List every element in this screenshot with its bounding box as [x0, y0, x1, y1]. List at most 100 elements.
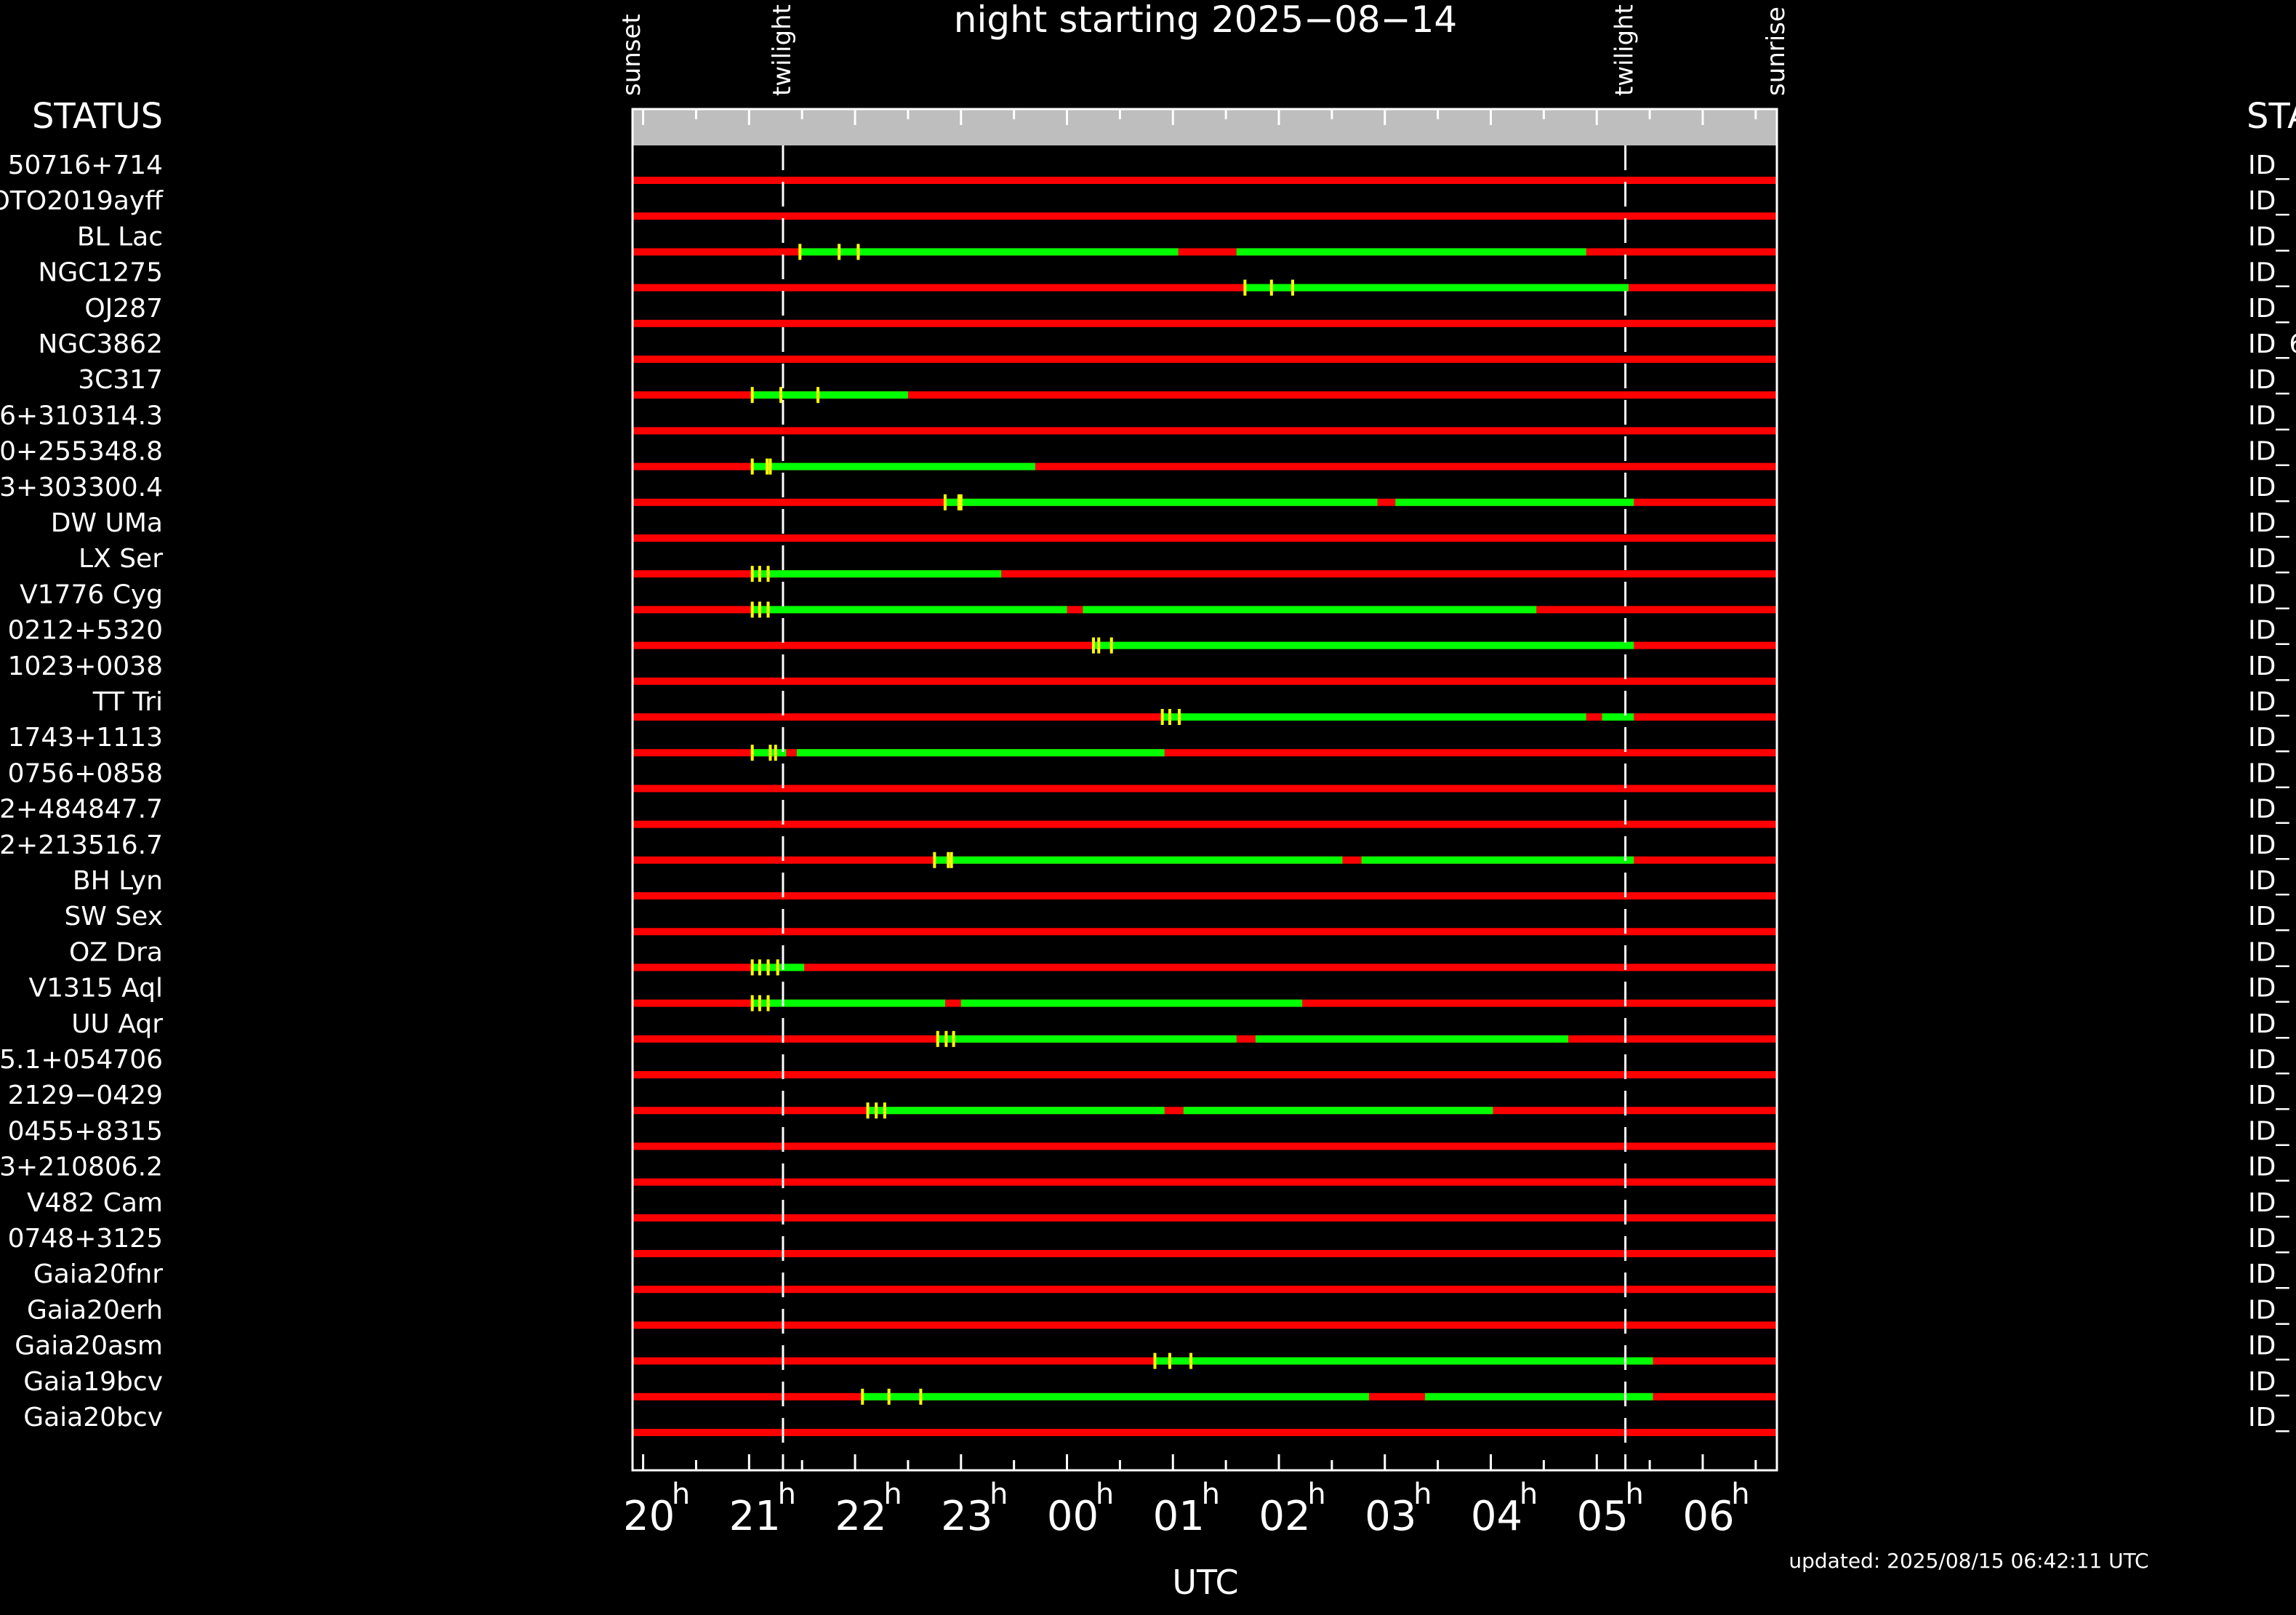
x-tick-label: 23: [941, 1493, 992, 1540]
row-bar-green: [1236, 248, 1586, 256]
row-bar-red: [633, 785, 1777, 793]
row-label: 0748+3125: [8, 1224, 163, 1254]
row-bar-red: [633, 284, 1777, 292]
row-bar-red: [633, 177, 1777, 184]
row-label: UU Aqr: [71, 1009, 163, 1039]
row-label: 3+303300.4: [0, 473, 163, 502]
x-tick-label: 03: [1365, 1493, 1416, 1540]
row-right-id: ID_: [2248, 1009, 2289, 1039]
row-right-id: ID_: [2248, 1045, 2289, 1075]
x-tick-label: 00: [1047, 1493, 1099, 1540]
row-right-id: ID_: [2248, 437, 2289, 467]
x-tick-label: 04: [1471, 1493, 1522, 1540]
row-bar-red: [633, 1178, 1777, 1186]
x-tick-superscript: h: [1413, 1478, 1432, 1511]
x-tick-label: 20: [623, 1493, 675, 1540]
row-label: 0756+0858: [8, 758, 163, 788]
x-tick-label: 22: [835, 1493, 886, 1540]
row-right-id: ID_: [2248, 937, 2289, 967]
row-label: BH Lyn: [73, 866, 163, 896]
x-tick-label: 05: [1577, 1493, 1629, 1540]
row-label: NGC1275: [38, 258, 163, 288]
row-label: 0455+8315: [8, 1116, 163, 1146]
plot-frame: [631, 108, 1778, 1472]
row-label: V1315 Aql: [28, 974, 163, 1003]
row-bar-green: [1155, 1357, 1653, 1365]
row-right-id: ID_: [2248, 758, 2289, 788]
row-bar-green: [752, 999, 945, 1007]
row-label: 3C317: [78, 365, 163, 395]
row-label: 0+255348.8: [0, 437, 163, 467]
updated-timestamp: updated: 2025/08/15 06:42:11 UTC: [1789, 1549, 2148, 1573]
row-right-id: ID_: [2248, 401, 2289, 430]
row-label: OJ287: [84, 294, 163, 324]
twilight-evening-label: twilight: [768, 4, 797, 96]
row-right-id: ID_: [2248, 830, 2289, 860]
row-label: Gaia20bcv: [23, 1403, 163, 1432]
row-right-id: ID_: [2248, 1295, 2289, 1325]
row-bar-green: [862, 1392, 1369, 1400]
row-label: Gaia20erh: [27, 1295, 163, 1325]
row-bar-green: [1162, 713, 1586, 721]
row-right-id: ID_: [2248, 473, 2289, 502]
row-label: 1023+0038: [8, 652, 163, 681]
x-tick-superscript: h: [778, 1478, 796, 1511]
row-bar-green: [937, 1035, 1237, 1043]
row-bar-red: [633, 1214, 1777, 1222]
row-right-id: ID_: [2248, 723, 2289, 753]
row-label: 5.1+054706: [0, 1045, 163, 1075]
row-right-id: ID_: [2248, 1259, 2289, 1289]
row-right-id: ID_: [2248, 616, 2289, 646]
row-right-id: ID_: [2248, 866, 2289, 896]
x-tick-label: 21: [729, 1493, 781, 1540]
x-tick-superscript: h: [990, 1478, 1008, 1511]
row-bar-green: [1083, 606, 1537, 614]
x-tick-superscript: h: [1520, 1478, 1538, 1511]
row-right-id: ID_: [2248, 365, 2289, 395]
row-right-id: ID_: [2248, 580, 2289, 609]
row-bar-green: [1602, 713, 1634, 721]
row-bar-red: [633, 391, 1777, 399]
row-bar-red: [633, 534, 1777, 542]
row-bar-green: [1093, 641, 1634, 649]
sunset-label: sunset: [617, 14, 646, 96]
row-label: V482 Cam: [27, 1188, 163, 1218]
x-tick-superscript: h: [672, 1478, 690, 1511]
x-tick-superscript: h: [1731, 1478, 1749, 1511]
row-label: V1776 Cyg: [20, 580, 163, 609]
row-label: BL Lac: [77, 222, 163, 252]
row-label: Gaia20fnr: [33, 1259, 163, 1289]
row-bar-red: [633, 570, 1777, 578]
row-bar-red: [633, 1429, 1777, 1436]
row-bar-green: [800, 248, 1179, 256]
row-label: 6+310314.3: [0, 401, 163, 430]
row-label: 2+213516.7: [0, 830, 163, 860]
row-bar-green: [1255, 1035, 1568, 1043]
x-tick-superscript: h: [1307, 1478, 1325, 1511]
row-bar-red: [633, 462, 1777, 470]
row-bar-red: [633, 749, 1777, 757]
row-bar-green: [934, 856, 1343, 864]
row-bar-red: [633, 248, 1777, 256]
row-bar-green: [1361, 856, 1634, 864]
row-label: NGC3862: [38, 329, 163, 359]
row-bar-red: [633, 427, 1777, 435]
row-bar-green: [752, 391, 908, 399]
row-label: 0212+5320: [8, 616, 163, 646]
row-bar-red: [633, 963, 1777, 971]
row-bar-green: [944, 498, 1378, 506]
x-tick-label: 02: [1259, 1493, 1310, 1540]
twilight-morning-label: twilight: [1610, 4, 1639, 96]
sunrise-label: sunrise: [1762, 7, 1791, 96]
chart-title: night starting 2025−08−14: [954, 0, 1457, 41]
row-label: 2129−0429: [8, 1081, 163, 1110]
row-bar-red: [633, 892, 1777, 899]
header-band: [633, 109, 1777, 145]
row-bar-red: [633, 1250, 1777, 1257]
row-label: Gaia19bcv: [23, 1367, 163, 1397]
row-label: 3+210806.2: [0, 1153, 163, 1182]
row-right-id: ID_: [2248, 186, 2289, 216]
x-tick-superscript: h: [1626, 1478, 1644, 1511]
row-right-id: ID_: [2248, 1116, 2289, 1146]
